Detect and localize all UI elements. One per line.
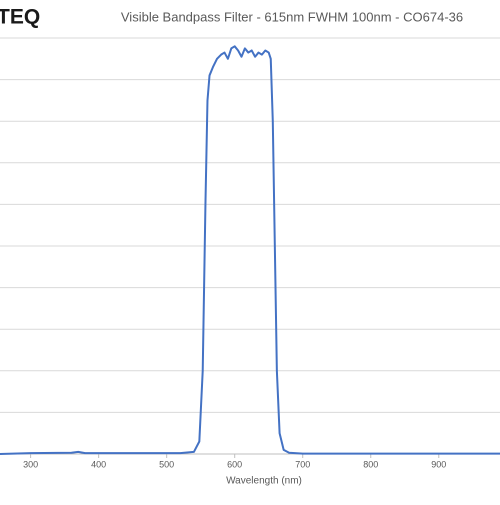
series-line <box>0 45 500 455</box>
x-axis-label: Wavelength (nm) <box>226 476 302 487</box>
x-tick-label: 300 <box>23 459 38 469</box>
x-tick-label: 500 <box>159 459 174 469</box>
x-tick-label: 600 <box>227 459 242 469</box>
x-tick-label: 700 <box>295 459 310 469</box>
chart-title: Visible Bandpass Filter - 615nm FWHM 100… <box>121 9 463 24</box>
x-tick-label: 400 <box>91 459 106 469</box>
x-tick-label: 900 <box>431 459 446 469</box>
logo: TEQ <box>0 6 40 29</box>
x-tick-label: 800 <box>363 459 378 469</box>
